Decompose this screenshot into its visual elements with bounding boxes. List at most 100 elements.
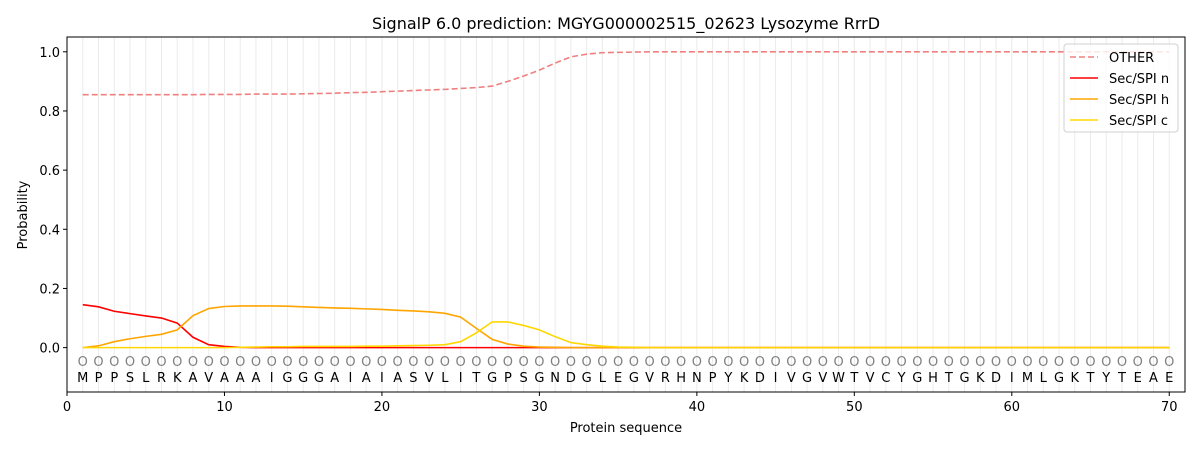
region-marker: O xyxy=(755,355,765,370)
residue-label: M xyxy=(77,371,88,386)
residue-label: D xyxy=(991,371,1001,386)
region-marker: O xyxy=(251,355,261,370)
region-marker: O xyxy=(471,355,481,370)
x-tick-label: 50 xyxy=(846,400,863,415)
x-tick-label: 40 xyxy=(689,400,706,415)
residue-label: P xyxy=(110,371,118,386)
x-tick-label: 0 xyxy=(63,400,71,415)
region-marker: O xyxy=(1070,355,1080,370)
region-marker: O xyxy=(865,355,875,370)
region-marker: O xyxy=(707,355,717,370)
region-marker: O xyxy=(1164,355,1174,370)
y-tick-label: 0.8 xyxy=(39,105,60,120)
region-marker: O xyxy=(1007,355,1017,370)
residue-label: S xyxy=(126,371,134,386)
plot-frame xyxy=(66,36,1186,393)
residue-label: G xyxy=(1054,371,1064,386)
residue-label: S xyxy=(409,371,417,386)
region-marker: O xyxy=(770,355,780,370)
residue-label: I xyxy=(270,371,274,386)
residue-label: T xyxy=(1117,371,1126,386)
region-marker: O xyxy=(109,355,119,370)
region-marker: O xyxy=(629,355,639,370)
residue-label: A xyxy=(252,371,261,386)
residue-label: T xyxy=(944,371,953,386)
residue-label: K xyxy=(1071,371,1080,386)
x-tick-label: 30 xyxy=(531,400,548,415)
region-marker: O xyxy=(188,355,198,370)
region-marker: O xyxy=(944,355,954,370)
region-marker: O xyxy=(487,355,497,370)
residue-label: P xyxy=(504,371,512,386)
x-tick-label: 20 xyxy=(374,400,391,415)
region-marker: O xyxy=(204,355,214,370)
residue-label: L xyxy=(142,371,150,386)
residue-label: L xyxy=(1040,371,1048,386)
residue-label: P xyxy=(95,371,103,386)
region-marker: O xyxy=(534,355,544,370)
residue-label: L xyxy=(441,371,449,386)
y-axis-label: Probability xyxy=(16,180,31,249)
y-tick-label: 0.2 xyxy=(39,282,60,297)
residue-label: Y xyxy=(897,371,906,386)
region-marker: O xyxy=(267,355,277,370)
region-marker: O xyxy=(692,355,702,370)
region-marker: O xyxy=(1038,355,1048,370)
region-marker: O xyxy=(991,355,1001,370)
chart-title: SignalP 6.0 prediction: MGYG000002515_02… xyxy=(372,14,880,34)
residue-label: V xyxy=(425,371,434,386)
residue-label: A xyxy=(236,371,245,386)
region-marker: O xyxy=(456,355,466,370)
residue-label: I xyxy=(774,371,778,386)
residue-label: G xyxy=(802,371,812,386)
residue-label: V xyxy=(204,371,213,386)
residue-label: R xyxy=(661,371,670,386)
residue-label: G xyxy=(282,371,292,386)
residue-label: A xyxy=(393,371,402,386)
residue-label: A xyxy=(1149,371,1158,386)
region-marker: O xyxy=(141,355,151,370)
legend-label: Sec/SPI c xyxy=(1109,114,1168,129)
region-marker: O xyxy=(582,355,592,370)
y-tick-label: 0.0 xyxy=(39,342,60,357)
region-marker: O xyxy=(1101,355,1111,370)
region-marker: O xyxy=(676,355,686,370)
region-marker: O xyxy=(503,355,513,370)
region-marker: O xyxy=(519,355,529,370)
legend-box xyxy=(1063,43,1179,133)
region-marker: O xyxy=(125,355,135,370)
residue-label: I xyxy=(459,371,463,386)
residue-label: N xyxy=(692,371,702,386)
region-marker: O xyxy=(345,355,355,370)
x-axis-label: Protein sequence xyxy=(570,421,682,436)
region-marker: O xyxy=(393,355,403,370)
x-tick-label: 10 xyxy=(216,400,233,415)
region-marker: O xyxy=(235,355,245,370)
residue-label: I xyxy=(380,371,384,386)
residue-label: E xyxy=(1165,371,1173,386)
region-marker: O xyxy=(975,355,985,370)
residue-label: A xyxy=(362,371,371,386)
region-marker: O xyxy=(361,355,371,370)
series-line-sec-spi-c xyxy=(82,321,1170,349)
residue-label: A xyxy=(189,371,198,386)
residue-label: V xyxy=(866,371,875,386)
residue-label: K xyxy=(740,371,749,386)
x-tick-label: 70 xyxy=(1161,400,1178,415)
residue-label: T xyxy=(849,371,858,386)
region-marker: O xyxy=(833,355,843,370)
residue-label: D xyxy=(566,371,576,386)
region-marker: O xyxy=(172,355,182,370)
axes: 0 10 20 30 40 50 60 70 0.0 0.2 0.4 0.6 0.8 1.0 xyxy=(39,46,1177,415)
region-marker: O xyxy=(377,355,387,370)
residue-label: V xyxy=(645,371,654,386)
region-marker: O xyxy=(739,355,749,370)
residue-label: I xyxy=(349,371,353,386)
region-marker: O xyxy=(550,355,560,370)
legend: OTHER Sec/SPI n Sec/SPI h Sec/SPI c xyxy=(1063,43,1179,133)
residue-label: I xyxy=(1010,371,1014,386)
region-marker: O xyxy=(660,355,670,370)
y-tick-label: 0.4 xyxy=(39,223,60,238)
series-line-sec-spi-h xyxy=(82,305,1170,349)
